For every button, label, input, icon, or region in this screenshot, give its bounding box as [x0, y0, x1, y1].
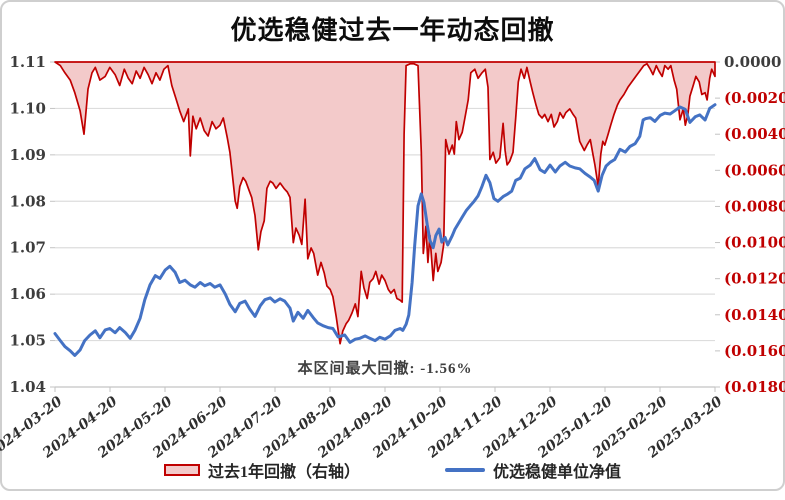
- page-title: 优选稳健过去一年动态回撤: [230, 16, 555, 46]
- legend-label-drawdown: 过去1年回撤（右轴）: [207, 464, 360, 481]
- legend-swatch-drawdown-icon: [163, 464, 200, 476]
- y-axis-left-labels: 1.11 1.10 1.09 1.08 1.07 1.06 1.05 1.04: [9, 53, 46, 396]
- legend-item-nav: 优选稳健单位净值: [445, 458, 621, 482]
- svg-text:1.08: 1.08: [9, 192, 46, 210]
- svg-text:1.04: 1.04: [9, 378, 46, 396]
- svg-text:(0.0140): (0.0140): [724, 306, 785, 324]
- svg-text:(0.0060): (0.0060): [724, 161, 785, 179]
- svg-text:1.09: 1.09: [9, 146, 46, 164]
- svg-text:1.05: 1.05: [9, 332, 46, 350]
- svg-text:(0.0040): (0.0040): [724, 125, 785, 143]
- x-axis-date-labels: 2024-03-202024-04-202024-05-202024-06-20…: [0, 393, 726, 462]
- svg-text:1.07: 1.07: [9, 239, 46, 257]
- legend-item-drawdown: 过去1年回撤（右轴）: [163, 458, 360, 482]
- y-axis-right-labels: 0.0000 (0.0020) (0.0040) (0.0060) (0.0080) (0…: [724, 53, 785, 396]
- drawdown-area-series: [54, 61, 716, 345]
- max-drawdown-annotation: 本区间最大回撤: -1.56%: [297, 361, 473, 377]
- svg-text:1.10: 1.10: [9, 99, 46, 117]
- svg-text:1.11: 1.11: [9, 53, 46, 71]
- svg-text:(0.0080): (0.0080): [724, 197, 785, 215]
- legend: 过去1年回撤（右轴） 优选稳健单位净值: [0, 458, 785, 482]
- svg-text:(0.0160): (0.0160): [724, 342, 785, 360]
- svg-text:(0.0100): (0.0100): [724, 234, 785, 252]
- nav-line-series: [53, 103, 717, 357]
- svg-text:1.06: 1.06: [9, 285, 46, 303]
- svg-text:(0.0020): (0.0020): [724, 89, 785, 107]
- svg-text:(0.0180): (0.0180): [724, 378, 785, 396]
- svg-text:0.0000: 0.0000: [724, 53, 781, 71]
- legend-label-nav: 优选稳健单位净值: [493, 464, 622, 481]
- svg-text:(0.0120): (0.0120): [724, 270, 785, 288]
- legend-line-nav-icon: [445, 468, 485, 472]
